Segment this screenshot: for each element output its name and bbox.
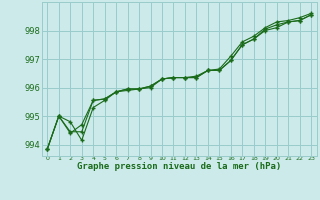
X-axis label: Graphe pression niveau de la mer (hPa): Graphe pression niveau de la mer (hPa) bbox=[77, 162, 281, 171]
